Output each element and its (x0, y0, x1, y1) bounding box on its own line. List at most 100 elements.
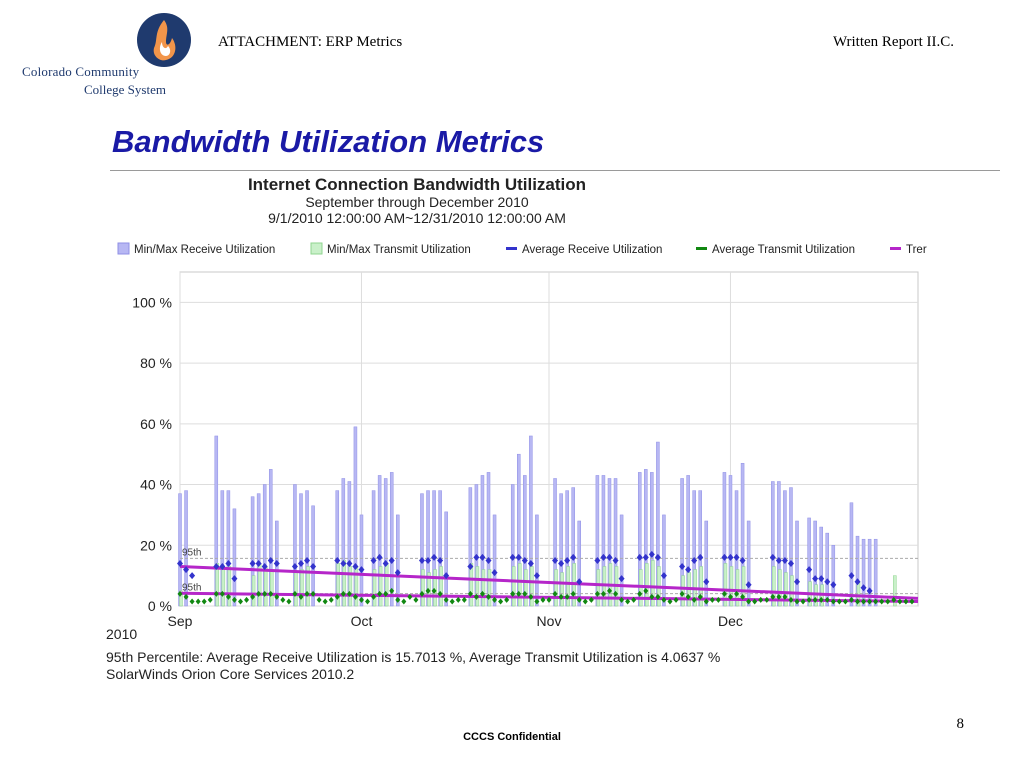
avg-transmit-point (649, 593, 655, 600)
legend-label: Min/Max Receive Utilization (134, 244, 275, 256)
chart-year-label: 2010 (106, 626, 137, 642)
avg-receive-point (267, 556, 274, 564)
receive-bar (825, 532, 830, 607)
x-axis: Sep Oct Nov Dec (168, 613, 743, 629)
legend-label: Average Receive Utilization (522, 244, 662, 256)
avg-receive-point (358, 566, 365, 574)
legend-swatch-avg-receive-line (506, 247, 517, 250)
percentile-label-receive: 95th (182, 547, 201, 558)
legend-swatch-avg-transmit-line (696, 247, 707, 250)
avg-transmit-point (365, 598, 371, 605)
avg-transmit-point (891, 596, 897, 603)
transmit-bar (566, 566, 570, 607)
avg-transmit-point (812, 596, 818, 603)
avg-receive-point (418, 556, 425, 564)
avg-transmit-point (679, 590, 685, 597)
avg-receive-point (787, 559, 794, 567)
avg-transmit-point (346, 590, 352, 597)
y-tick-label: 0 % (148, 598, 172, 614)
avg-transmit-point (570, 590, 576, 597)
avg-receive-point (521, 556, 528, 564)
avg-transmit-point (655, 593, 661, 600)
transmit-bar (294, 572, 298, 607)
receive-bar (577, 520, 581, 607)
avg-receive-point (648, 550, 655, 558)
avg-transmit-point (673, 596, 679, 603)
avg-transmit-point (195, 598, 201, 605)
chart-title: Internet Connection Bandwidth Utilizatio… (248, 175, 586, 194)
avg-transmit-point (594, 590, 600, 597)
avg-receive-point (691, 556, 698, 564)
transmit-bar (475, 566, 480, 607)
avg-transmit-point (419, 590, 425, 597)
transmit-bar (530, 566, 534, 607)
receive-bar (831, 545, 836, 607)
avg-receive-point (249, 559, 256, 567)
y-tick-label: 20 % (140, 537, 172, 553)
avg-transmit-points (177, 587, 915, 605)
avg-transmit-point (383, 590, 389, 597)
avg-transmit-point (788, 596, 794, 603)
avg-receive-point (618, 575, 625, 583)
avg-transmit-point (486, 593, 492, 600)
avg-receive-point (213, 563, 220, 571)
avg-receive-point (491, 569, 498, 577)
avg-transmit-point (219, 590, 225, 597)
legend-swatch-transmit-box (310, 242, 323, 255)
percentile-label-transmit: 95th (182, 583, 201, 594)
avg-transmit-point (576, 596, 582, 603)
transmit-bar (433, 569, 437, 607)
avg-receive-point (570, 553, 577, 561)
avg-transmit-point (885, 598, 891, 605)
avg-transmit-point (431, 587, 437, 594)
avg-receive-point (848, 572, 855, 580)
chart-credit: SolarWinds Orion Core Services 2010.2 (106, 666, 354, 682)
avg-transmit-point (231, 596, 237, 603)
avg-transmit-point (764, 596, 770, 603)
avg-transmit-point (201, 598, 207, 605)
avg-receive-point (775, 556, 782, 564)
transmit-bar (348, 566, 353, 607)
avg-transmit-point (280, 596, 286, 603)
avg-receive-point (660, 572, 667, 580)
avg-transmit-point (528, 593, 534, 600)
receive-bar (232, 508, 237, 607)
transmit-bar (723, 563, 728, 607)
avg-transmit-point (685, 593, 691, 600)
avg-receive-point (576, 578, 583, 586)
avg-transmit-point (534, 598, 540, 605)
avg-transmit-point (861, 598, 867, 605)
avg-transmit-point (358, 596, 364, 603)
avg-transmit-point (425, 587, 431, 594)
avg-transmit-point (395, 596, 401, 603)
avg-transmit-point (721, 590, 727, 597)
transmit-bar (554, 569, 558, 607)
trend-line (179, 565, 919, 600)
transmit-bar (741, 566, 746, 607)
transmit-bar (518, 563, 522, 607)
transmit-bar (378, 566, 383, 607)
avg-receive-point (721, 553, 728, 561)
avg-transmit-point (310, 590, 316, 597)
avg-receive-point (769, 553, 776, 561)
transmit-bar (354, 566, 359, 607)
avg-receive-point (340, 559, 347, 567)
y-tick-label: 60 % (140, 416, 172, 432)
avg-transmit-point (237, 598, 243, 605)
avg-transmit-point (461, 596, 467, 603)
avg-transmit-point (661, 596, 667, 603)
avg-receive-point (467, 563, 474, 571)
avg-receive-point (310, 563, 317, 571)
legend-label: Trer (906, 244, 927, 256)
avg-receive-point (552, 556, 559, 564)
chart-subtitle: September through December 2010 (305, 194, 529, 210)
avg-receive-point (346, 559, 353, 567)
avg-transmit-point (697, 593, 703, 600)
avg-transmit-point (613, 590, 619, 597)
avg-transmit-point (691, 596, 697, 603)
avg-receive-point (291, 563, 298, 571)
avg-transmit-point (352, 593, 358, 600)
avg-transmit-point (504, 596, 510, 603)
avg-transmit-point (443, 596, 449, 603)
avg-transmit-point (758, 596, 764, 603)
